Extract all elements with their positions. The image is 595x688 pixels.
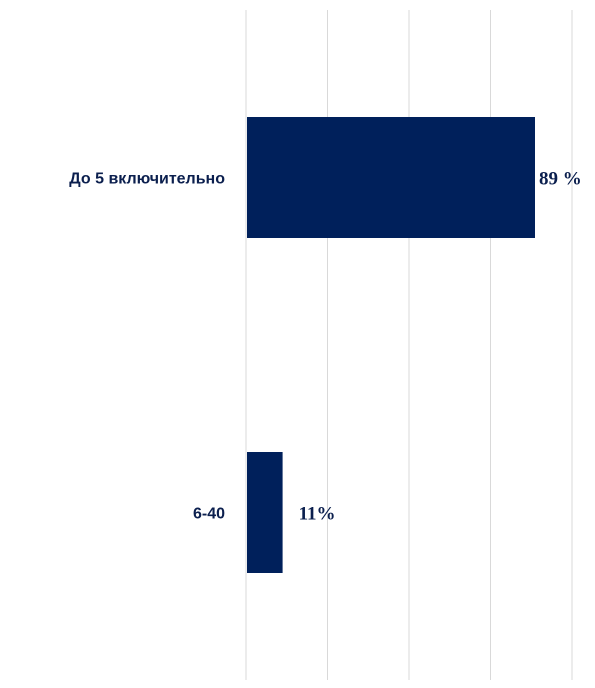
bars: [247, 117, 535, 573]
bar-0: [247, 117, 535, 238]
data-label: 89 %: [539, 169, 582, 190]
data-label: 11%: [299, 504, 336, 525]
category-label: До 5 включительно: [69, 171, 225, 188]
bar-1: [247, 452, 283, 573]
labels: До 5 включительно 89 % 6-40 11%: [69, 169, 581, 525]
gridlines: [245, 10, 573, 680]
category-label: 6-40: [193, 506, 225, 523]
